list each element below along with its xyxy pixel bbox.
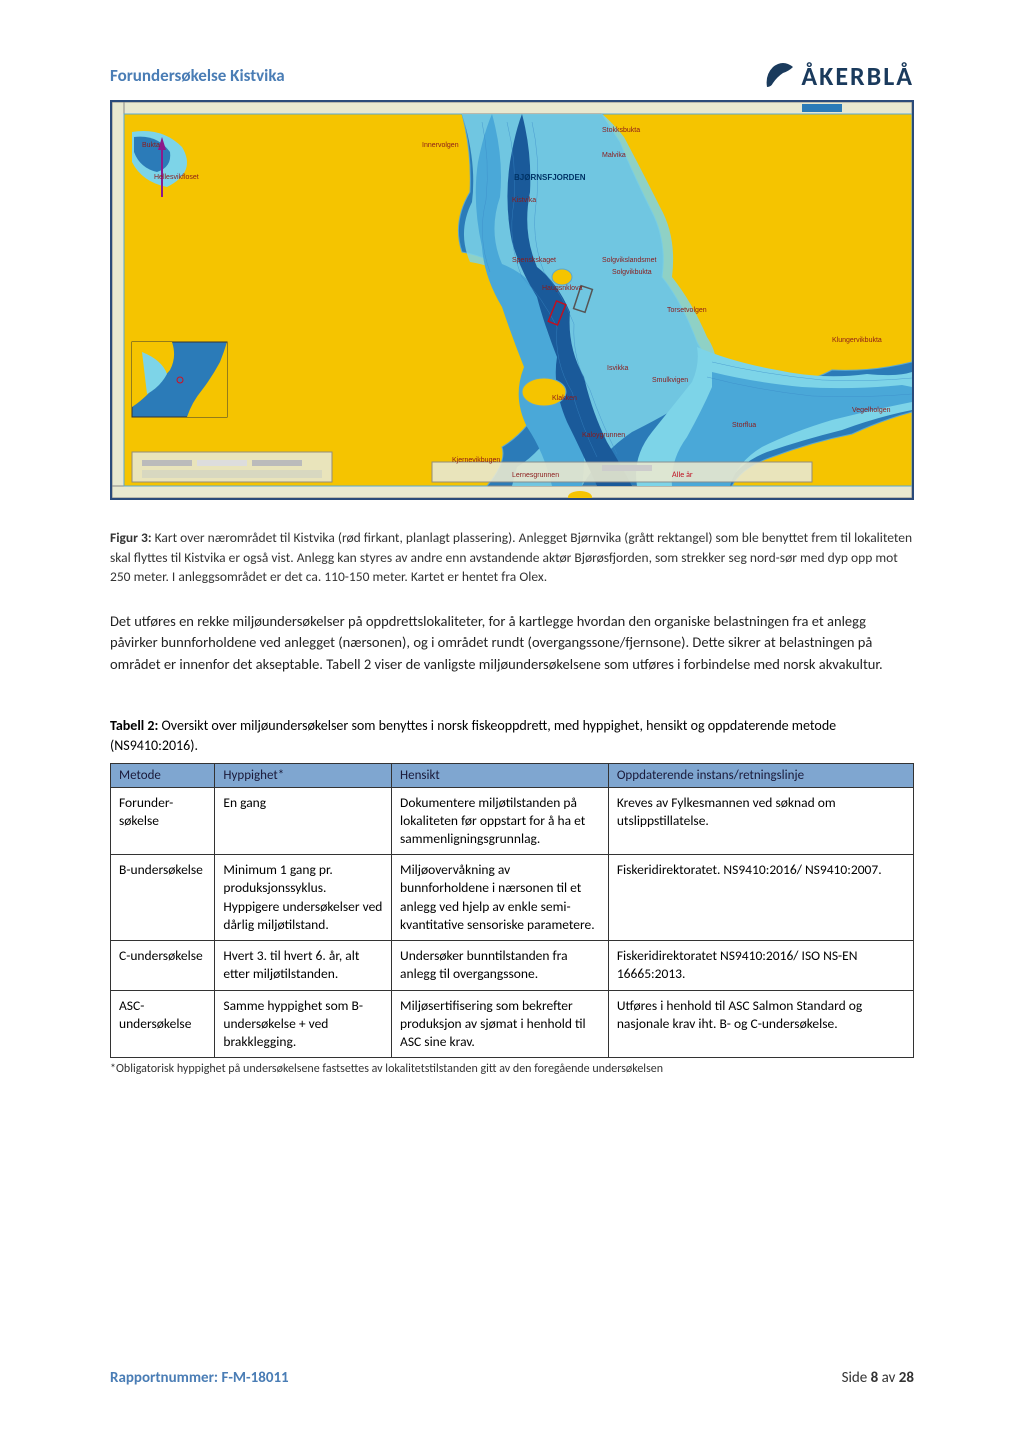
cell: Forunder-søkelse xyxy=(111,787,215,855)
th-hensikt: Hensikt xyxy=(392,763,609,787)
svg-text:Smulkvigen: Smulkvigen xyxy=(652,377,688,384)
svg-text:Isvikka: Isvikka xyxy=(607,365,629,372)
footer-side-prefix: Side xyxy=(842,1369,871,1387)
th-metode: Metode xyxy=(111,763,215,787)
footer-report-number: Rapportnummer: F-M-18011 xyxy=(110,1369,289,1387)
svg-text:Klakken: Klakken xyxy=(552,395,577,402)
map-svg: Plot xyxy=(112,102,912,498)
figure-caption-text: Kart over nærområdet til Kistvika (rød f… xyxy=(110,529,912,585)
table-row: Forunder-søkelse En gang Dokumentere mil… xyxy=(111,787,914,855)
logo-text: ÅKERBLÅ xyxy=(801,60,914,92)
cell: Utføres i henhold til ASC Salmon Standar… xyxy=(608,990,913,1058)
table-header-row: Metode Hyppighet* Hensikt Oppdaterende i… xyxy=(111,763,914,787)
svg-text:Alle år: Alle år xyxy=(672,470,693,480)
footer-page-indicator: Side 8 av 28 xyxy=(842,1369,914,1387)
cell: Hvert 3. til hvert 6. år, alt etter milj… xyxy=(215,941,392,990)
map-figure: Plot xyxy=(110,100,914,500)
th-hyppighet: Hyppighet* xyxy=(215,763,392,787)
body-paragraph: Det utføres en rekke miljøundersøkelser … xyxy=(110,611,914,676)
cell: Miljøsertifisering som bekrefter produks… xyxy=(392,990,609,1058)
svg-text:Klungervikbukta: Klungervikbukta xyxy=(832,337,882,344)
table-caption-text: Oversikt over miljøundersøkelser som ben… xyxy=(110,717,836,754)
svg-text:Spenskskaget: Spenskskaget xyxy=(512,257,556,264)
cell: C-undersøkelse xyxy=(111,941,215,990)
logo-icon xyxy=(763,61,797,91)
logo: ÅKERBLÅ xyxy=(763,60,914,92)
svg-text:Stokksbukta: Stokksbukta xyxy=(602,127,640,134)
cell: Dokumentere miljøtilstanden på lokalitet… xyxy=(392,787,609,855)
svg-text:Kaloygrunnen: Kaloygrunnen xyxy=(582,432,625,439)
cell: Fiskeridirektoratet NS9410:2016/ ISO NS-… xyxy=(608,941,913,990)
table-caption: Tabell 2: Oversikt over miljøundersøkels… xyxy=(110,716,914,757)
svg-text:Storflua: Storflua xyxy=(732,422,756,429)
cell: Undersøker bunntilstanden fra anlegg til… xyxy=(392,941,609,990)
table-row: B-undersøkelse Minimum 1 gang pr. produk… xyxy=(111,855,914,941)
footer-page-total: 28 xyxy=(899,1369,914,1387)
footer-av: av xyxy=(878,1369,899,1387)
svg-text:Malvika: Malvika xyxy=(602,152,626,159)
svg-text:Bukta: Bukta xyxy=(142,142,160,149)
th-oppdaterende: Oppdaterende instans/retningslinje xyxy=(608,763,913,787)
svg-text:Haugsnklova: Haugsnklova xyxy=(542,285,583,292)
svg-text:BJØRNSFJORDEN: BJØRNSFJORDEN xyxy=(514,173,586,182)
cell: Miljøovervåkning av bunnforholdene i nær… xyxy=(392,855,609,941)
table-footnote: *Obligatorisk hyppighet på undersøkelsen… xyxy=(110,1062,914,1076)
cell: Minimum 1 gang pr. produksjonssyklus. Hy… xyxy=(215,855,392,941)
page-header: Forundersøkelse Kistvika ÅKERBLÅ xyxy=(110,60,914,92)
methods-table: Metode Hyppighet* Hensikt Oppdaterende i… xyxy=(110,763,914,1059)
cell: B-undersøkelse xyxy=(111,855,215,941)
figure-caption-label: Figur 3: xyxy=(110,529,152,546)
svg-text:Innervolgen: Innervolgen xyxy=(422,142,459,149)
table-row: C-undersøkelse Hvert 3. til hvert 6. år,… xyxy=(111,941,914,990)
svg-text:Solgvikslandsmet: Solgvikslandsmet xyxy=(602,257,657,264)
svg-text:Lernesgrunnen: Lernesgrunnen xyxy=(512,472,559,479)
cell: Fiskeridirektoratet. NS9410:2016/ NS9410… xyxy=(608,855,913,941)
figure-caption: Figur 3: Kart over nærområdet til Kistvi… xyxy=(110,528,914,587)
page-footer: Rapportnummer: F-M-18011 Side 8 av 28 xyxy=(110,1369,914,1387)
cell: En gang xyxy=(215,787,392,855)
svg-text:Solgvikbukta: Solgvikbukta xyxy=(612,269,652,276)
header-title: Forundersøkelse Kistvika xyxy=(110,65,285,92)
svg-text:Kjernevikbugen: Kjernevikbugen xyxy=(452,457,500,464)
cell: Kreves av Fylkesmannen ved søknad om uts… xyxy=(608,787,913,855)
table-row: ASC-undersøkelse Samme hyppighet som B-u… xyxy=(111,990,914,1058)
svg-text:Kistvika: Kistvika xyxy=(512,197,536,204)
svg-text:Vegelholgen: Vegelholgen xyxy=(852,407,891,414)
table-caption-label: Tabell 2: xyxy=(110,717,158,734)
svg-text:Hellesvikfloset: Hellesvikfloset xyxy=(154,174,199,181)
svg-text:Torsetvolgen: Torsetvolgen xyxy=(667,307,707,314)
cell: ASC-undersøkelse xyxy=(111,990,215,1058)
cell: Samme hyppighet som B-undersøkelse + ved… xyxy=(215,990,392,1058)
